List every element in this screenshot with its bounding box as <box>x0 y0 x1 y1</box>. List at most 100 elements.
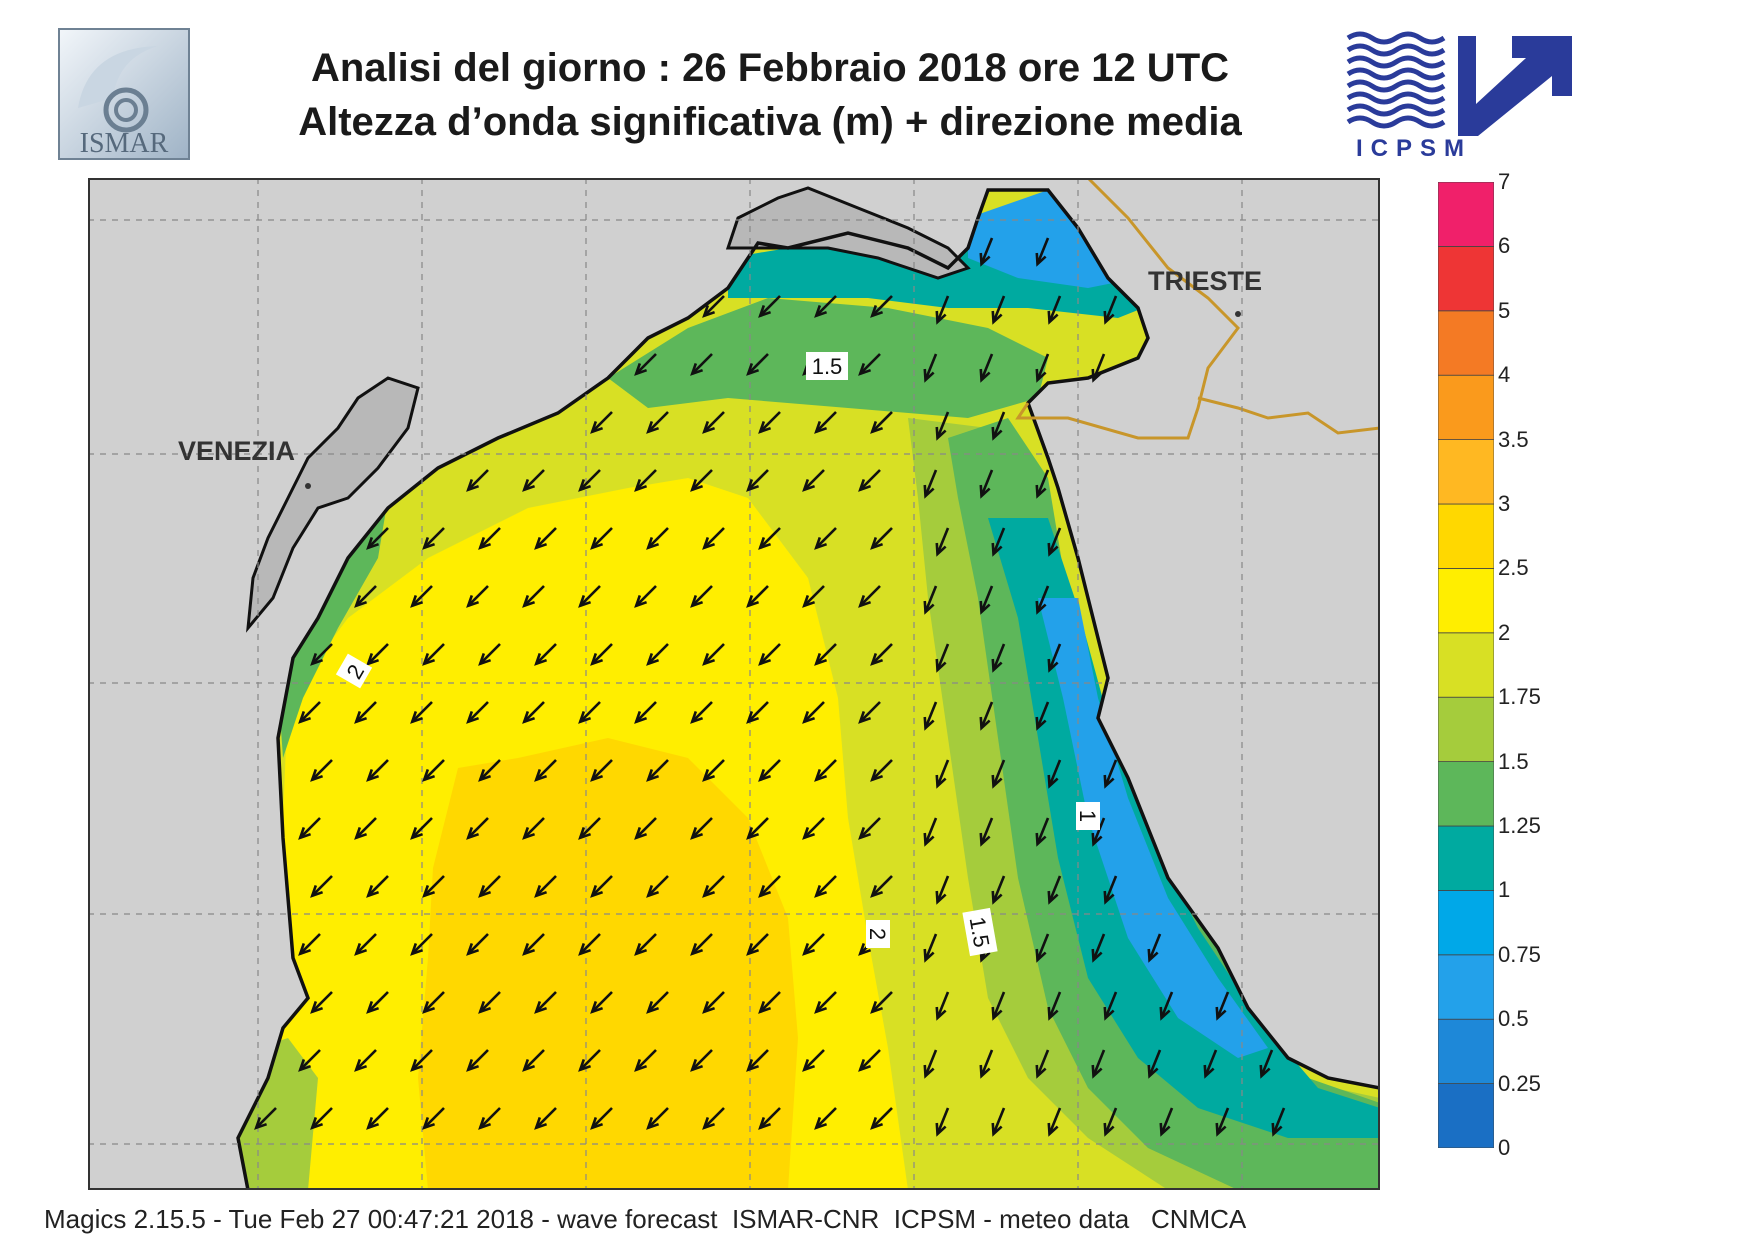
wave-direction-arrowhead <box>534 884 548 898</box>
wave-direction-arrow <box>299 933 321 955</box>
wave-direction-arrowhead <box>991 426 1003 441</box>
wave-direction-arrowhead <box>702 652 716 666</box>
wave-direction-arrowhead <box>991 774 1003 789</box>
wave-direction-arrow <box>1036 1049 1050 1077</box>
wave-direction-arrowhead <box>634 362 648 376</box>
wave-direction-arrow <box>411 817 433 839</box>
wave-direction-arrow <box>924 701 938 729</box>
wave-direction-arrow <box>635 585 657 607</box>
svg-text:1: 1 <box>1075 810 1100 822</box>
wave-direction-arrow <box>703 295 725 317</box>
wave-direction-arrowhead <box>466 1058 480 1072</box>
wave-direction-arrowhead <box>578 478 592 492</box>
wave-direction-arrow <box>759 875 781 897</box>
wave-direction-arrowhead <box>690 826 704 840</box>
colorbar-tick-label: 3.5 <box>1498 426 1529 452</box>
wave-direction-arrowhead <box>410 942 424 956</box>
wave-direction-arrow <box>1036 469 1050 497</box>
wave-direction-arrow <box>635 1049 657 1071</box>
wave-direction-arrowhead <box>991 1006 1003 1021</box>
wave-direction-arrow <box>299 701 321 723</box>
wave-direction-arrowhead <box>870 536 884 550</box>
wave-direction-arrow <box>747 817 769 839</box>
wave-direction-arrow <box>535 643 557 665</box>
wave-direction-arrow <box>871 527 893 549</box>
colorbar-swatch <box>1437 954 1495 1020</box>
wave-direction-arrowhead <box>634 478 648 492</box>
wave-direction-arrow <box>924 817 938 845</box>
wave-direction-arrowhead <box>522 594 536 608</box>
contour-label: 1.5 <box>806 352 848 380</box>
wave-direction-arrow <box>647 643 669 665</box>
wave-direction-arrowhead <box>590 652 604 666</box>
wave-direction-arrow <box>803 1049 825 1071</box>
wave-direction-arrow <box>479 1107 501 1129</box>
wave-direction-arrowhead <box>646 652 660 666</box>
wave-direction-arrowhead <box>1103 1122 1115 1137</box>
wave-direction-arrow <box>1104 875 1118 903</box>
wave-direction-arrow <box>647 411 669 433</box>
colorbar-tick-label: 7 <box>1498 169 1511 194</box>
wave-direction-arrow <box>1048 1107 1062 1135</box>
wave-direction-arrowhead <box>814 304 828 318</box>
wave-direction-arrowhead <box>646 536 660 550</box>
wave-direction-arrow <box>924 469 938 497</box>
wave-direction-arrowhead <box>758 884 772 898</box>
wave-direction-arrow <box>479 875 501 897</box>
wave-direction-arrowhead <box>935 1006 947 1021</box>
wave-direction-arrow <box>635 933 657 955</box>
wave-direction-arrowhead <box>310 652 324 666</box>
wave-direction-arrowhead <box>466 478 480 492</box>
wave-direction-arrowhead <box>702 768 716 782</box>
wave-direction-arrowhead <box>802 710 816 724</box>
wave-direction-arrowhead <box>1035 1064 1047 1079</box>
svg-text:2: 2 <box>865 928 890 940</box>
wave-direction-arrows <box>254 237 1286 1137</box>
wave-direction-arrow <box>936 1107 950 1135</box>
wave-direction-arrow <box>635 817 657 839</box>
wave-direction-arrowhead <box>366 1000 380 1014</box>
wave-direction-arrowhead <box>758 304 772 318</box>
wave-direction-arrowhead <box>858 362 872 376</box>
colorbar-tick-label: 0 <box>1498 1135 1511 1160</box>
wave-direction-arrowhead <box>310 768 324 782</box>
wave-direction-arrow <box>635 469 657 491</box>
wave-direction-arrowhead <box>310 884 324 898</box>
wave-direction-arrow <box>535 759 557 781</box>
wave-direction-arrowhead <box>466 826 480 840</box>
wave-direction-arrow <box>1104 295 1118 323</box>
wave-direction-arrowhead <box>634 1058 648 1072</box>
wave-direction-arrow <box>467 701 489 723</box>
wave-direction-arrowhead <box>310 1000 324 1014</box>
wave-direction-arrow <box>1092 933 1106 961</box>
wave-direction-arrowhead <box>1047 1122 1059 1137</box>
wave-direction-arrowhead <box>534 652 548 666</box>
wave-direction-arrow <box>859 1049 881 1071</box>
wave-direction-arrowhead <box>466 942 480 956</box>
wave-direction-arrowhead <box>534 1116 548 1130</box>
wave-direction-arrow <box>355 933 377 955</box>
wave-direction-arrowhead <box>1215 1122 1227 1137</box>
wave-direction-arrow <box>691 353 713 375</box>
wave-direction-arrowhead <box>935 774 947 789</box>
wave-direction-arrowhead <box>1047 658 1059 673</box>
wave-direction-arrowhead <box>746 478 760 492</box>
wave-direction-arrowhead <box>758 768 772 782</box>
wave-direction-arrow <box>579 469 601 491</box>
wave-direction-arrowhead <box>1091 948 1103 963</box>
wave-direction-arrowhead <box>354 826 368 840</box>
wave-direction-arrowhead <box>1035 484 1047 499</box>
wave-direction-arrow <box>924 353 938 381</box>
wave-direction-arrowhead <box>310 1116 324 1130</box>
wave-direction-arrow <box>535 527 557 549</box>
wave-direction-arrow <box>871 1107 893 1129</box>
wave-direction-arrowhead <box>858 594 872 608</box>
wave-direction-arrowhead <box>935 658 947 673</box>
wave-direction-arrowhead <box>522 710 536 724</box>
wave-direction-arrow <box>759 991 781 1013</box>
wave-direction-arrowhead <box>1047 1006 1059 1021</box>
wave-direction-arrowhead <box>690 478 704 492</box>
wave-direction-arrowhead <box>646 884 660 898</box>
wave-direction-arrow <box>992 527 1006 555</box>
wave-direction-arrowhead <box>991 542 1003 557</box>
